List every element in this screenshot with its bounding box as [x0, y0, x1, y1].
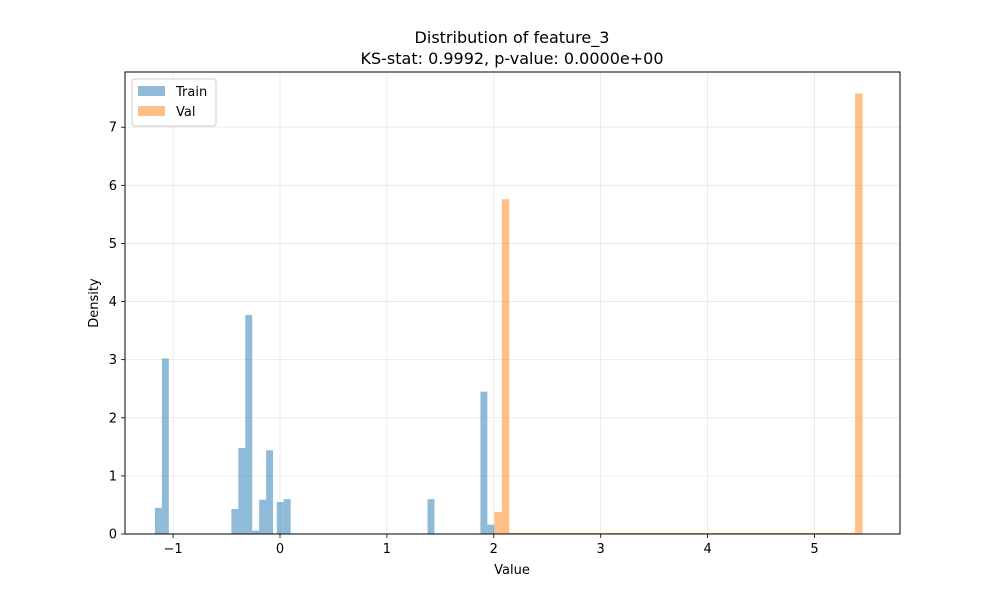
legend-swatch-train	[138, 86, 165, 96]
legend: Train Val	[131, 78, 217, 127]
x-axis-label: Value	[494, 563, 530, 578]
x-tick-label: 3	[597, 542, 605, 557]
x-tick-label: 2	[490, 542, 498, 557]
plot-frame	[124, 71, 901, 535]
y-tick-label: 2	[109, 411, 117, 426]
histogram-bars	[154, 93, 863, 534]
y-tick-label: 7	[109, 121, 117, 136]
histogram-bar-train	[487, 524, 495, 534]
histogram-bar-val	[494, 511, 502, 534]
histogram-bar-train	[427, 499, 435, 534]
histogram-bar-train	[161, 358, 169, 534]
histogram-bar-train	[276, 502, 284, 534]
histogram-bar-train	[480, 391, 488, 534]
x-tick-label: −1	[164, 542, 183, 557]
y-tick-label: 1	[109, 469, 117, 484]
histogram-bar-val	[509, 532, 856, 534]
y-tick-label: 0	[109, 528, 117, 543]
histogram-bar-train	[266, 450, 274, 534]
chart-subtitle: KS-stat: 0.9992, p-value: 0.0000e+00	[360, 49, 663, 68]
x-axis: −1 0 1 2 3 4 5	[164, 534, 819, 557]
histogram-bar-train	[231, 509, 239, 534]
legend-swatch-val	[138, 106, 165, 116]
histogram-bar-train	[154, 507, 162, 534]
histogram-bar-val	[855, 93, 863, 534]
histogram-bar-train	[245, 314, 253, 534]
y-tick-label: 6	[109, 179, 117, 194]
y-axis-label: Density	[87, 278, 102, 328]
legend-label-train: Train	[175, 85, 207, 100]
y-tick-label: 3	[109, 353, 117, 368]
x-tick-label: 0	[276, 542, 284, 557]
y-axis: 0 1 2 3 4 5 6 7	[109, 121, 125, 543]
legend-label-val: Val	[176, 105, 195, 120]
histogram-bar-train	[259, 499, 267, 534]
histogram-bar-val	[501, 199, 510, 534]
chart-title: Distribution of feature_3	[415, 28, 610, 48]
x-tick-label: 5	[810, 542, 818, 557]
histogram-bar-train	[283, 499, 291, 534]
x-tick-label: 4	[703, 542, 711, 557]
plot-area	[125, 72, 900, 534]
histogram-bar-train	[252, 530, 260, 534]
x-tick-label: 1	[383, 542, 391, 557]
y-tick-label: 5	[109, 237, 117, 252]
y-tick-label: 4	[109, 295, 117, 310]
histogram-bar-train	[238, 447, 246, 534]
